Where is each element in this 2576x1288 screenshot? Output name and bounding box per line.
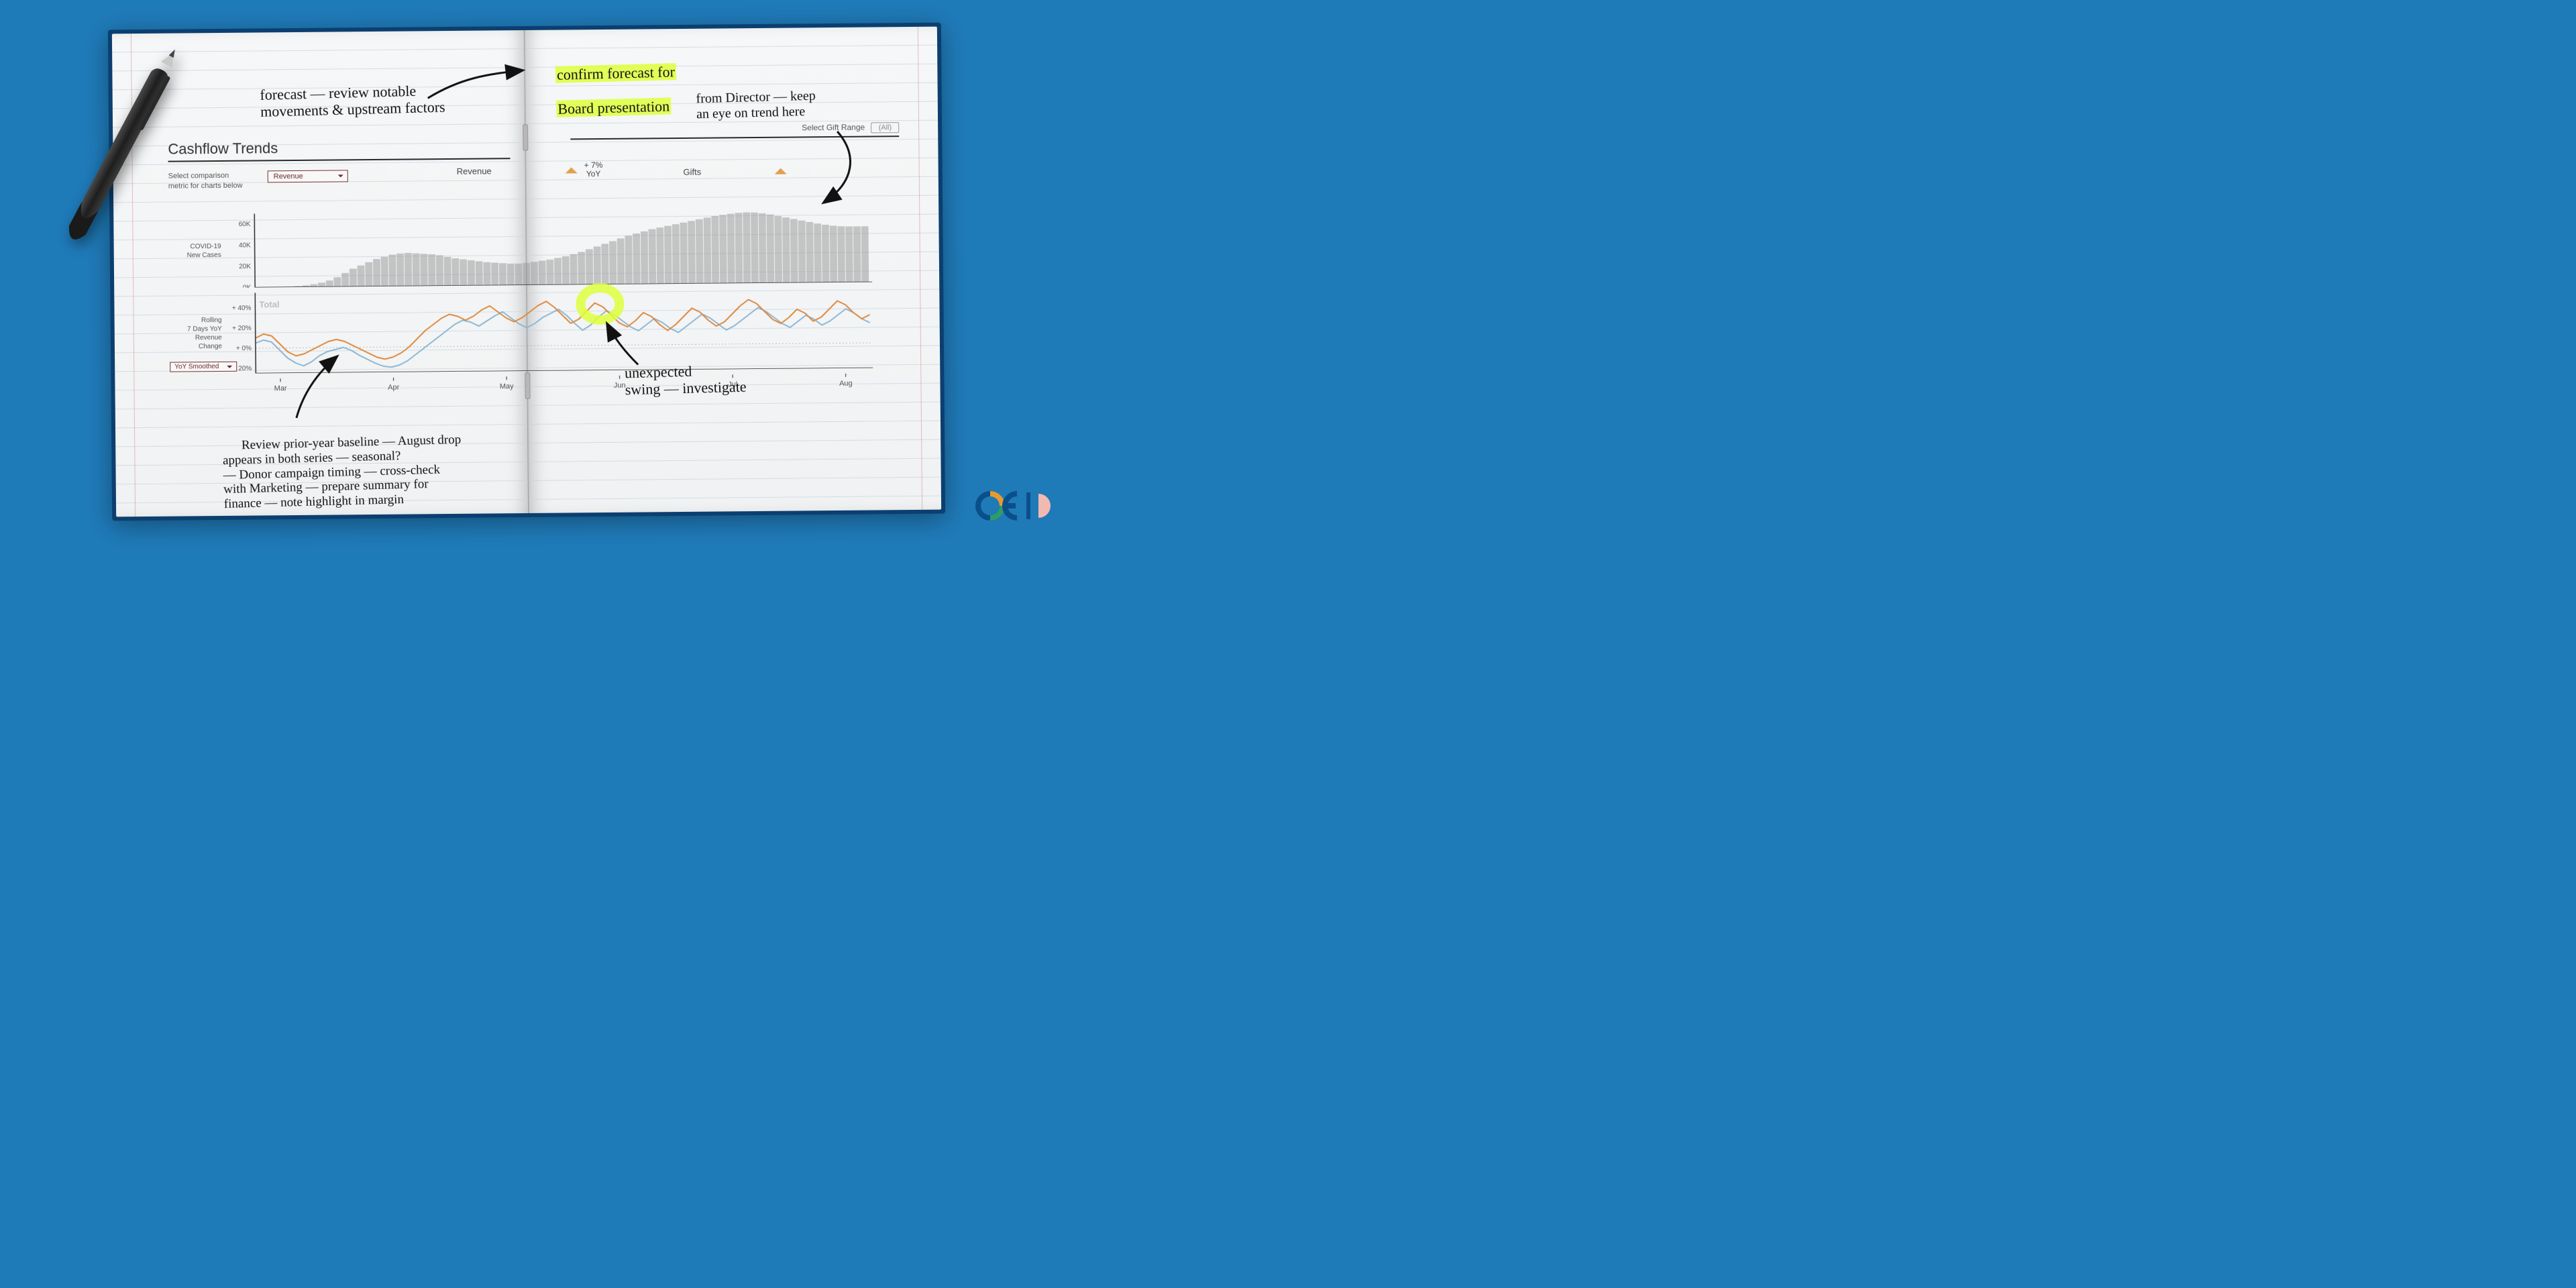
svg-text:60K: 60K bbox=[239, 221, 251, 228]
svg-text:Jul: Jul bbox=[728, 380, 737, 388]
dashboard: Cashflow Trends Select Gift Range (All) … bbox=[168, 134, 900, 192]
svg-text:40K: 40K bbox=[239, 242, 251, 250]
svg-text:+ 20%: + 20% bbox=[232, 325, 252, 332]
svg-text:0K: 0K bbox=[243, 284, 252, 288]
trend-up-icon bbox=[775, 162, 787, 174]
kpi-revenue-label: Revenue bbox=[457, 166, 492, 176]
smoothing-dropdown[interactable]: YoY Smoothed bbox=[170, 362, 237, 372]
dashboard-title: Cashflow Trends bbox=[168, 138, 510, 162]
yoy-chart: Rolling 7 Days YoY Revenue Change Total +… bbox=[169, 287, 881, 374]
kpi-gifts: Gifts bbox=[683, 165, 787, 178]
covid-chart-ylabel: COVID-19 New Cases bbox=[169, 242, 221, 260]
kpi-gifts-label: Gifts bbox=[683, 167, 701, 177]
smoothing-control: YoY Smoothed bbox=[170, 362, 237, 372]
yoy-chart-ylabel: Rolling 7 Days YoY Revenue Change bbox=[170, 316, 222, 352]
trend-up-icon bbox=[566, 162, 578, 174]
brand-logo-icon bbox=[971, 483, 1052, 523]
svg-text:Apr: Apr bbox=[388, 384, 400, 392]
svg-text:Aug: Aug bbox=[839, 380, 853, 388]
svg-text:Mar: Mar bbox=[274, 384, 287, 392]
comparison-label: Select comparison metric for charts belo… bbox=[168, 171, 256, 193]
notebook: Cashflow Trends Select Gift Range (All) … bbox=[112, 27, 941, 517]
kpi-revenue: Revenue + 7% YoY bbox=[457, 161, 603, 180]
comparison-dropdown[interactable]: Revenue bbox=[268, 170, 348, 182]
svg-text:Total: Total bbox=[259, 299, 279, 309]
gift-range-label: Select Gift Range bbox=[802, 123, 865, 133]
scene: Cashflow Trends Select Gift Range (All) … bbox=[0, 0, 1073, 537]
svg-text:May: May bbox=[500, 382, 514, 390]
svg-text:20K: 20K bbox=[239, 263, 251, 270]
covid-chart-svg: 60K 40K 20K 0K bbox=[227, 209, 872, 288]
svg-text:Jun: Jun bbox=[614, 382, 626, 390]
svg-text:+ 40%: + 40% bbox=[232, 305, 252, 312]
covid-chart: COVID-19 New Cases 60K 40K 20K 0K bbox=[168, 208, 880, 288]
svg-text:+ 0%: + 0% bbox=[236, 345, 252, 352]
kpi-revenue-delta: + 7% YoY bbox=[584, 161, 603, 179]
kpi-row: Revenue + 7% YoY Gifts bbox=[457, 160, 788, 180]
gift-range-control: Select Gift Range (All) bbox=[570, 122, 899, 140]
charts-area: COVID-19 New Cases 60K 40K 20K 0K Rolling 7… bbox=[168, 208, 881, 409]
x-axis: Mar Apr May Jun Jul Aug bbox=[229, 373, 873, 405]
gift-range-dropdown[interactable]: (All) bbox=[871, 122, 900, 133]
yoy-chart-svg: Total+ 40%+ 20%+ 0%- 20% bbox=[228, 288, 873, 374]
